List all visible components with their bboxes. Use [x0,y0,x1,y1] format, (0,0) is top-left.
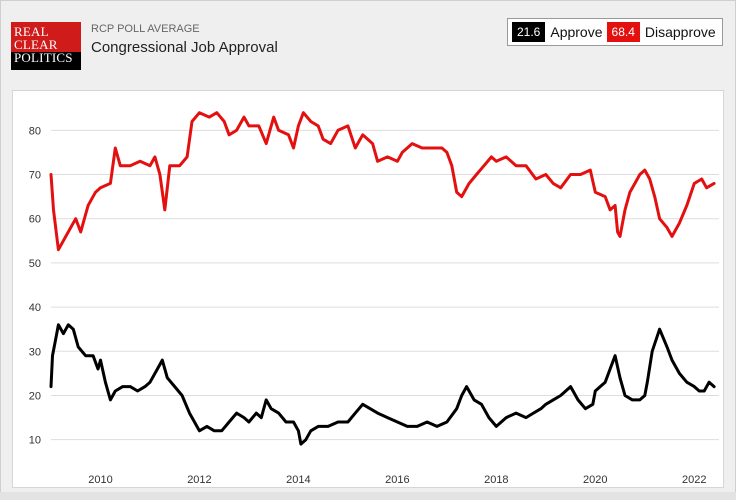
x-tick-label-2014: 2014 [286,474,310,486]
x-tick-label-2010: 2010 [88,474,112,486]
y-tick-label-80: 80 [29,125,41,137]
logo-line-1: REAL [14,24,49,39]
poll-average-kicker: RCP POLL AVERAGE [91,23,200,35]
line-chart[interactable]: 10 20 30 40 50 60 70 80 2010 2012 2014 2016 2018 2020… [13,91,725,489]
y-tick-label-60: 60 [29,214,41,226]
rcp-logo[interactable]: REAL CLEAR POLITICS [11,22,81,70]
y-tick-label-30: 30 [29,346,41,358]
disapprove-value-badge: 68.4 [606,22,640,42]
y-tick-label-70: 70 [29,170,41,182]
logo-line-2: CLEAR [14,37,58,52]
y-tick-label-40: 40 [29,302,41,314]
approve-value-badge: 21.6 [512,22,546,42]
disapprove-legend-label: Disapprove [644,24,716,40]
x-tick-label-2016: 2016 [385,474,409,486]
legend: 21.6 Approve 68.4 Disapprove [507,18,723,46]
x-tick-label-2022: 2022 [682,474,706,486]
logo-red-block [11,22,81,52]
series-line-approve [49,323,716,446]
bottom-bar [0,492,736,500]
y-tick-label-50: 50 [29,258,41,270]
y-tick-label-10: 10 [29,435,41,447]
x-tick-label-2020: 2020 [583,474,607,486]
page-title: Congressional Job Approval [91,39,278,56]
series-line-disapprove [49,111,716,252]
plot-area[interactable]: 10 20 30 40 50 60 70 80 2010 2012 2014 2016 2018 2020… [12,90,724,488]
x-tick-label-2012: 2012 [187,474,211,486]
x-tick-label-2018: 2018 [484,474,508,486]
logo-line-3: POLITICS [14,50,73,65]
y-tick-label-20: 20 [29,390,41,402]
approve-legend-label: Approve [550,24,603,40]
